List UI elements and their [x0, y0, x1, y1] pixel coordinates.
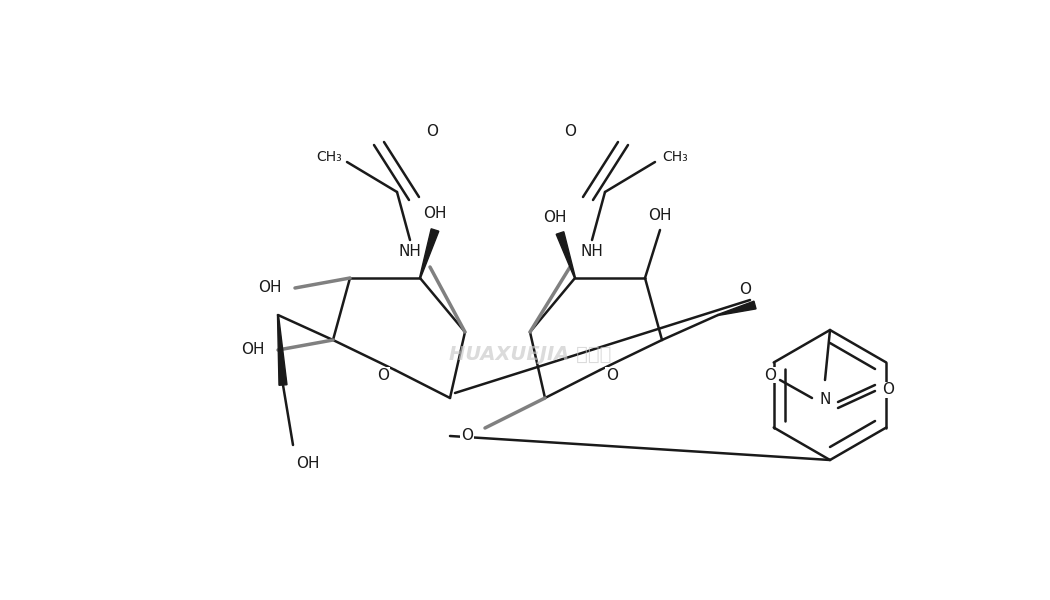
Text: OH: OH [242, 343, 265, 358]
Text: O: O [739, 283, 751, 298]
Text: O: O [882, 383, 894, 397]
Text: O: O [377, 367, 388, 383]
Polygon shape [556, 232, 575, 278]
Text: O: O [764, 367, 776, 383]
Text: OH: OH [543, 211, 567, 226]
Text: N: N [819, 392, 831, 407]
Polygon shape [277, 315, 287, 385]
Polygon shape [420, 229, 439, 278]
Text: O: O [564, 124, 576, 139]
Text: CH₃: CH₃ [316, 150, 342, 164]
Text: CH₃: CH₃ [663, 150, 688, 164]
Polygon shape [718, 301, 756, 316]
Text: O: O [426, 124, 438, 139]
Text: OH: OH [648, 208, 672, 223]
Text: OH: OH [296, 455, 320, 470]
Text: O: O [461, 428, 472, 443]
Text: HUAXUEJIA 化学加: HUAXUEJIA 化学加 [448, 346, 611, 364]
Text: OH: OH [258, 280, 281, 295]
Text: O: O [606, 367, 618, 383]
Text: NH: NH [581, 245, 604, 259]
Text: OH: OH [423, 205, 446, 220]
Text: NH: NH [399, 245, 421, 259]
